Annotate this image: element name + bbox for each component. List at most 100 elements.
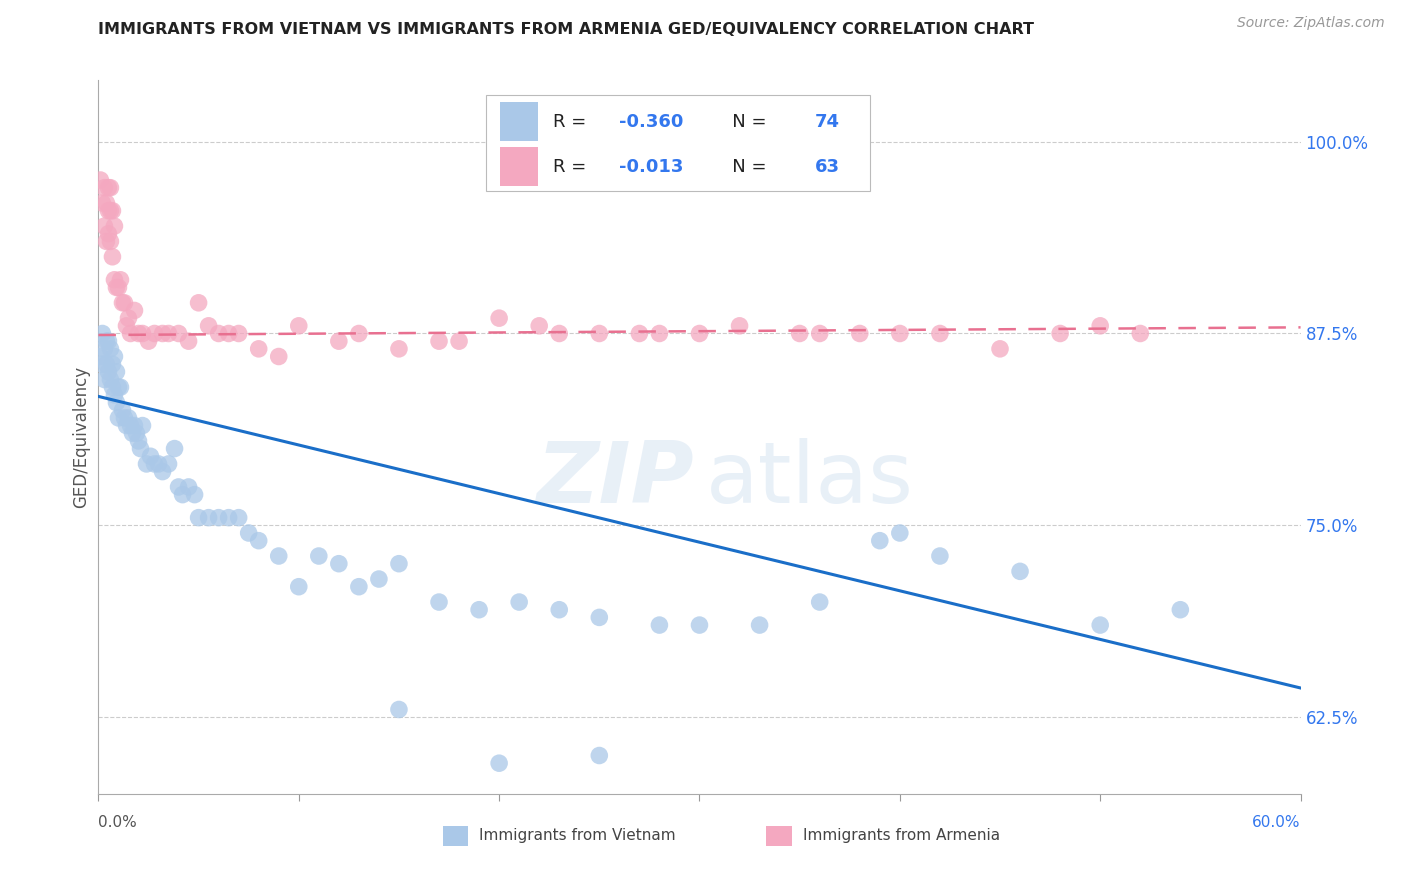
Point xyxy=(508,595,530,609)
Point xyxy=(97,227,120,241)
Text: ZIP: ZIP xyxy=(536,438,693,522)
Point xyxy=(125,426,148,441)
Point xyxy=(889,326,911,341)
Point xyxy=(93,180,115,194)
Point xyxy=(97,334,120,348)
Point xyxy=(588,326,610,341)
Point xyxy=(110,380,132,394)
Point xyxy=(103,273,125,287)
Point xyxy=(103,219,125,233)
Point xyxy=(131,418,153,433)
Point xyxy=(588,748,610,763)
Point xyxy=(488,311,510,326)
Point xyxy=(103,388,125,402)
Point xyxy=(148,457,170,471)
Point xyxy=(139,450,162,464)
Point xyxy=(124,303,146,318)
Point xyxy=(96,357,118,371)
Point xyxy=(869,533,891,548)
Point xyxy=(96,196,118,211)
Point xyxy=(143,457,166,471)
Point xyxy=(388,557,411,571)
Point xyxy=(689,618,711,632)
Point xyxy=(89,173,111,187)
Point xyxy=(849,326,872,341)
Text: R =: R = xyxy=(553,112,592,130)
Text: Immigrants from Armenia: Immigrants from Armenia xyxy=(803,829,1000,843)
Point xyxy=(427,334,450,348)
Point xyxy=(105,395,128,409)
Point xyxy=(128,326,150,341)
Point xyxy=(197,318,219,333)
Point xyxy=(103,350,125,364)
Point xyxy=(100,235,122,249)
Point xyxy=(135,457,157,471)
Point xyxy=(529,318,551,333)
Point xyxy=(748,618,770,632)
Point xyxy=(101,203,124,218)
Point xyxy=(208,326,231,341)
Point xyxy=(117,410,139,425)
Point xyxy=(689,326,711,341)
Point xyxy=(808,326,831,341)
Point xyxy=(1170,603,1192,617)
Point xyxy=(93,372,115,386)
Point xyxy=(347,580,370,594)
Point xyxy=(588,610,610,624)
Point xyxy=(121,426,143,441)
Point xyxy=(247,533,270,548)
Point xyxy=(728,318,751,333)
Point xyxy=(238,526,260,541)
Point xyxy=(1088,618,1111,632)
Point xyxy=(105,365,128,379)
Text: -0.013: -0.013 xyxy=(619,158,683,176)
Point xyxy=(789,326,811,341)
Point xyxy=(328,334,350,348)
Point xyxy=(115,418,138,433)
Point xyxy=(247,342,270,356)
Text: R =: R = xyxy=(553,158,592,176)
Point xyxy=(347,326,370,341)
Text: 60.0%: 60.0% xyxy=(1253,815,1301,830)
Point xyxy=(368,572,391,586)
Point xyxy=(208,510,231,524)
Point xyxy=(101,380,124,394)
Text: Immigrants from Vietnam: Immigrants from Vietnam xyxy=(479,829,676,843)
Point xyxy=(988,342,1011,356)
Point xyxy=(1049,326,1071,341)
Point xyxy=(468,603,491,617)
Point xyxy=(120,326,142,341)
Y-axis label: GED/Equivalency: GED/Equivalency xyxy=(72,366,90,508)
Point xyxy=(89,350,111,364)
Point xyxy=(288,580,311,594)
Point xyxy=(131,326,153,341)
Point xyxy=(929,549,952,563)
Point xyxy=(177,334,200,348)
Point xyxy=(183,488,205,502)
Point xyxy=(187,510,209,524)
Point xyxy=(96,235,118,249)
Point xyxy=(427,595,450,609)
Point xyxy=(101,357,124,371)
Point xyxy=(308,549,330,563)
Point xyxy=(157,457,180,471)
Point xyxy=(267,350,290,364)
Point xyxy=(111,295,134,310)
Point xyxy=(228,510,250,524)
Point xyxy=(128,434,150,448)
Point xyxy=(138,334,160,348)
FancyBboxPatch shape xyxy=(501,102,538,141)
Point xyxy=(152,326,174,341)
Point xyxy=(91,196,114,211)
Point xyxy=(114,410,136,425)
Point xyxy=(167,326,190,341)
Point xyxy=(143,326,166,341)
Point xyxy=(120,418,142,433)
Point xyxy=(105,280,128,294)
Text: atlas: atlas xyxy=(706,438,914,522)
Point xyxy=(167,480,190,494)
Point xyxy=(1088,318,1111,333)
Point xyxy=(100,203,122,218)
Point xyxy=(163,442,186,456)
Point xyxy=(889,526,911,541)
